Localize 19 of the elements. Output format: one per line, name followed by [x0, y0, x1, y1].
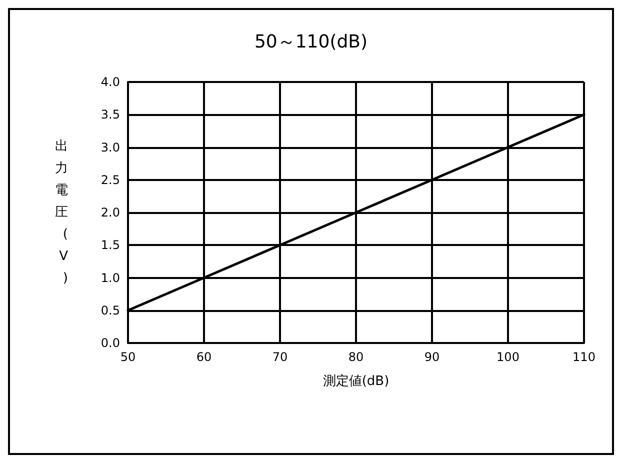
x-tick-label: 70: [272, 350, 288, 364]
y-tick-label: 0.0: [100, 336, 120, 350]
x-tick-label: 80: [348, 350, 364, 364]
chart-title: 50～110(dB): [254, 32, 368, 52]
y-tick-label: 1.5: [100, 238, 120, 252]
x-tick-label: 110: [572, 350, 596, 364]
y-tick-label: 2.0: [100, 206, 120, 220]
x-tick-label: 100: [496, 350, 520, 364]
y-tick-label: 3.5: [100, 108, 120, 122]
y-tick-label: 2.5: [100, 172, 120, 187]
y-tick-label: 0.5: [100, 303, 120, 318]
x-tick-label: 90: [424, 350, 440, 364]
y-tick-label: 3.0: [100, 140, 120, 154]
x-tick-label: 50: [120, 350, 136, 364]
y-axis-title: 出力電圧(V): [55, 139, 68, 286]
x-axis-title: 測定値(dB): [322, 374, 390, 389]
y-tick-label: 4.0: [100, 75, 120, 89]
y-tick-label: 1.0: [100, 270, 120, 285]
x-tick-label: 60: [196, 350, 212, 364]
